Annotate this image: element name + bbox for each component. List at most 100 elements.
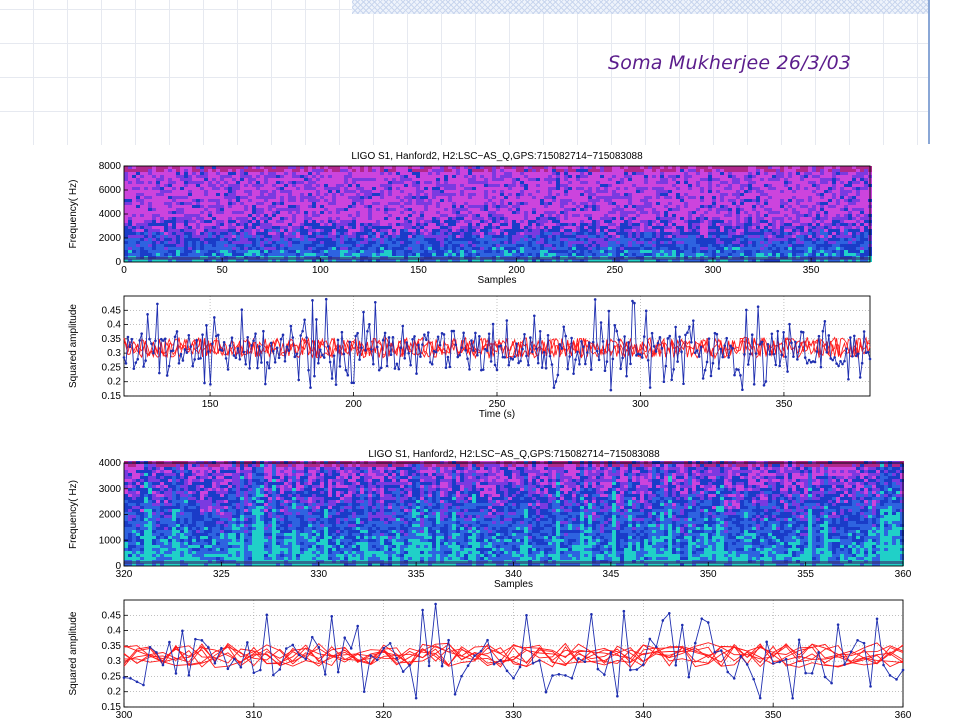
- spectrogram-cell: [268, 253, 272, 256]
- spectrogram-cell: [580, 247, 584, 250]
- spectrogram-cell: [256, 247, 260, 250]
- spectrogram-cell: [236, 181, 240, 184]
- spectrogram-cell: [776, 253, 780, 256]
- spectrogram-cell: [392, 214, 396, 217]
- spectrogram-cell: [664, 187, 668, 190]
- spectrogram-cell: [436, 208, 440, 211]
- spectrogram-cell: [524, 202, 528, 205]
- spectrogram-cell: [180, 205, 184, 208]
- spectrogram-cell: [448, 184, 452, 187]
- spectrogram-cell: [740, 208, 744, 211]
- spectrogram-cell: [252, 199, 256, 202]
- spectrogram-cell: [444, 214, 448, 217]
- spectrogram-cell: [296, 205, 300, 208]
- spectrogram-cell: [744, 247, 748, 250]
- spectrogram-cell: [844, 205, 848, 208]
- spectrogram-cell: [160, 247, 164, 250]
- spectrogram-cell: [548, 229, 552, 232]
- spectrogram-cell: [244, 190, 248, 193]
- spectrogram-cell: [576, 253, 580, 256]
- spectrogram-cell: [292, 187, 296, 190]
- spectrogram-cell: [200, 247, 204, 250]
- spectrogram-cell: [332, 247, 336, 250]
- spectrogram-cell: [136, 208, 140, 211]
- spectrogram-cell: [452, 259, 456, 262]
- spectrogram-cell: [456, 208, 460, 211]
- spectrogram-cell: [616, 211, 620, 214]
- spectrogram-cell: [272, 232, 276, 235]
- spectrogram-cell: [808, 193, 812, 196]
- spectrogram-cell: [844, 226, 848, 229]
- spectrogram-cell: [236, 214, 240, 217]
- spectrogram-cell: [148, 223, 152, 226]
- spectrogram-cell: [440, 241, 444, 244]
- spectrogram-cell: [480, 199, 484, 202]
- spectrogram-cell: [292, 220, 296, 223]
- spectrogram-cell: [576, 211, 580, 214]
- spectrogram-cell: [808, 229, 812, 232]
- spectrogram-cell: [552, 250, 556, 253]
- spectrogram-cell: [204, 247, 208, 250]
- spectrogram-cell: [600, 232, 604, 235]
- spectrogram-cell: [216, 196, 220, 199]
- spectrogram-cell: [692, 253, 696, 256]
- spectrogram-cell: [300, 190, 304, 193]
- spectrogram-cell: [848, 241, 852, 244]
- spectrogram-cell: [452, 190, 456, 193]
- spectrogram-cell: [588, 190, 592, 193]
- spectrogram-cell: [344, 211, 348, 214]
- spectrogram-cell: [600, 211, 604, 214]
- spectrogram-cell: [772, 193, 776, 196]
- spectrogram-cell: [692, 208, 696, 211]
- spectrogram-cell: [268, 193, 272, 196]
- spectrogram-cell: [528, 190, 532, 193]
- spectrogram-cell: [360, 196, 364, 199]
- spectrogram-cell: [744, 241, 748, 244]
- spectrogram-cell: [176, 199, 180, 202]
- spectrogram-cell: [436, 232, 440, 235]
- spectrogram-cell: [668, 184, 672, 187]
- spectrogram-cell: [372, 208, 376, 211]
- spectrogram-cell: [792, 238, 796, 241]
- spectrogram-cell: [748, 211, 752, 214]
- spectrogram-cell: [188, 244, 192, 247]
- spectrogram-cell: [864, 253, 868, 256]
- spectrogram-cell: [416, 214, 420, 217]
- spectrogram-cell: [648, 190, 652, 193]
- spectrogram-cell: [140, 229, 144, 232]
- spectrogram-cell: [264, 187, 268, 190]
- spectrogram-cell: [172, 220, 176, 223]
- spectrogram-cell: [256, 205, 260, 208]
- spectrogram-cell: [436, 253, 440, 256]
- spectrogram-cell: [472, 214, 476, 217]
- spectrogram-cell: [776, 247, 780, 250]
- spectrogram-cell: [204, 193, 208, 196]
- spectrogram-cell: [624, 241, 628, 244]
- spectrogram-cell: [404, 238, 408, 241]
- spectrogram-cell: [260, 205, 264, 208]
- spectrogram-cell: [128, 181, 132, 184]
- spectrogram-cell: [168, 184, 172, 187]
- spectrogram-cell: [432, 208, 436, 211]
- spectrogram-cell: [680, 235, 684, 238]
- spectrogram-cell: [824, 247, 828, 250]
- spectrogram-cell: [684, 214, 688, 217]
- spectrogram-cell: [556, 208, 560, 211]
- spectrogram-cell: [260, 247, 264, 250]
- spectrogram-cell: [576, 259, 580, 262]
- spectrogram-cell: [796, 208, 800, 211]
- spectrogram-cell: [580, 193, 584, 196]
- spectrogram-cell: [212, 205, 216, 208]
- spectrogram-cell: [328, 193, 332, 196]
- spectrogram-cell: [144, 217, 148, 220]
- spectrogram-cell: [656, 217, 660, 220]
- spectrogram-cell: [396, 199, 400, 202]
- spectrogram-cell: [524, 232, 528, 235]
- spectrogram-cell: [216, 247, 220, 250]
- spectrogram-cell: [612, 229, 616, 232]
- spectrogram-cell: [484, 211, 488, 214]
- spectrogram-cell: [688, 205, 692, 208]
- spectrogram-cell: [412, 241, 416, 244]
- spectrogram-cell: [448, 223, 452, 226]
- spectrogram-cell: [668, 223, 672, 226]
